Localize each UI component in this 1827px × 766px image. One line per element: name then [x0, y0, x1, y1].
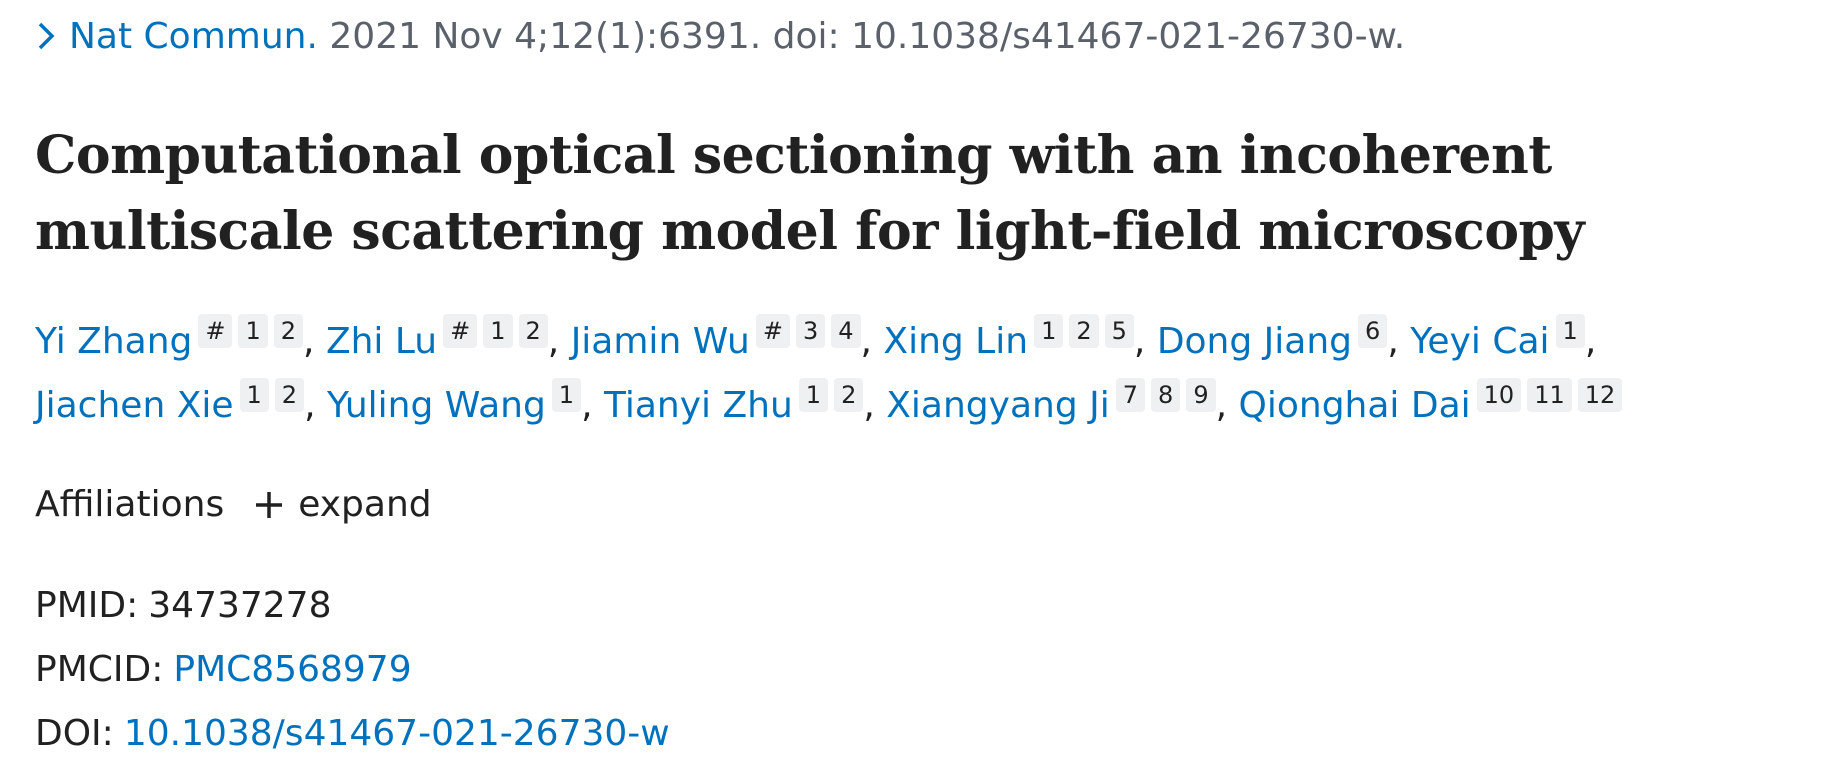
- affiliation-mark[interactable]: 1: [239, 378, 269, 412]
- affiliation-mark[interactable]: 1: [1034, 314, 1064, 348]
- separator: ,: [1584, 321, 1597, 362]
- affiliation-mark[interactable]: 2: [1069, 314, 1099, 348]
- author: Tianyi Zhu 1 2,: [603, 378, 875, 426]
- identifier-value[interactable]: PMC8568979: [173, 649, 412, 690]
- identifier-row: PMID: 34737278: [35, 574, 670, 638]
- author: Zhi Lu #1 2,: [325, 314, 560, 362]
- author: Jiamin Wu #3 4,: [570, 314, 872, 362]
- author-link[interactable]: Yuling Wang: [326, 385, 546, 426]
- expand-toggle[interactable]: expand: [252, 484, 432, 525]
- separator: ,: [581, 385, 593, 426]
- author-link[interactable]: Yi Zhang: [35, 321, 193, 362]
- author-link[interactable]: Zhi Lu: [325, 321, 438, 362]
- author: Dong Jiang 6,: [1156, 314, 1399, 362]
- separator: ,: [547, 321, 560, 362]
- citation-details: 2021 Nov 4;12(1):6391. doi: 10.1038/s414…: [329, 16, 1406, 57]
- affiliation-mark[interactable]: 1: [798, 378, 829, 412]
- affiliation-mark[interactable]: 8: [1151, 378, 1181, 412]
- author-link[interactable]: Dong Jiang: [1156, 321, 1353, 362]
- author-list: Yi Zhang #1 2, Zhi Lu #1 2, Jiamin Wu #3 4, Xi…: [35, 310, 1815, 438]
- affiliation-mark[interactable]: 9: [1186, 378, 1216, 412]
- chevron-icon[interactable]: [35, 21, 57, 51]
- affiliation-mark[interactable]: 1: [1555, 314, 1585, 348]
- affiliation-mark[interactable]: 5: [1104, 314, 1134, 348]
- separator: ,: [304, 385, 316, 426]
- citation: Nat Commun. 2021 Nov 4;12(1):6391. doi: …: [35, 16, 1405, 57]
- author: Yi Zhang #1 2,: [35, 314, 315, 362]
- separator: ,: [1387, 321, 1399, 362]
- author-link[interactable]: Xing Lin: [883, 321, 1029, 362]
- affiliation-mark[interactable]: 2: [834, 378, 864, 412]
- author: Jiachen Xie 1 2,: [35, 378, 316, 426]
- affiliations-label: Affiliations: [35, 484, 225, 525]
- affiliation-mark[interactable]: #: [755, 314, 790, 348]
- author: Qionghai Dai 10 11 12: [1238, 378, 1623, 426]
- plus-icon: [256, 491, 283, 518]
- separator: ,: [863, 385, 875, 426]
- affiliation-mark[interactable]: 6: [1358, 314, 1388, 348]
- journal-link[interactable]: Nat Commun.: [69, 16, 318, 57]
- separator: ,: [1215, 385, 1228, 426]
- identifier-label: DOI:: [35, 713, 114, 754]
- affiliation-mark[interactable]: 2: [274, 378, 305, 412]
- affiliation-mark[interactable]: 12: [1577, 378, 1623, 412]
- identifier-label: PMCID:: [35, 649, 164, 690]
- author-link[interactable]: Qionghai Dai: [1238, 385, 1471, 426]
- identifier-row: PMCID: PMC8568979: [35, 638, 670, 702]
- affiliation-mark[interactable]: 2: [518, 314, 548, 348]
- author: Yeyi Cai 1,: [1410, 314, 1597, 362]
- identifiers: PMID: 34737278 PMCID: PMC8568979 DOI: 10.1038…: [35, 574, 670, 766]
- author-link[interactable]: Xiangyang Ji: [886, 385, 1110, 426]
- affiliation-mark[interactable]: 3: [795, 314, 826, 348]
- author-link[interactable]: Jiamin Wu: [570, 321, 750, 362]
- affiliation-mark[interactable]: #: [198, 314, 233, 348]
- affiliation-mark[interactable]: #: [443, 314, 478, 348]
- affiliation-mark[interactable]: 2: [273, 314, 304, 348]
- affiliation-mark[interactable]: 1: [551, 378, 582, 412]
- author: Xiangyang Ji 7 8 9,: [886, 378, 1228, 426]
- author-link[interactable]: Yeyi Cai: [1410, 321, 1550, 362]
- identifier-value: 34737278: [148, 585, 332, 626]
- separator: ,: [1133, 321, 1146, 362]
- expand-label: expand: [298, 484, 432, 525]
- identifier-value[interactable]: 10.1038/s41467-021-26730-w: [123, 713, 670, 754]
- author-link[interactable]: Jiachen Xie: [35, 385, 234, 426]
- article-title: Computational optical sectioning with an…: [35, 125, 1585, 262]
- affiliations: Affiliations expand: [35, 484, 432, 525]
- author: Yuling Wang 1,: [326, 378, 593, 426]
- affiliation-mark[interactable]: 4: [831, 314, 861, 348]
- identifier-label: PMID:: [35, 585, 139, 626]
- separator: ,: [860, 321, 872, 362]
- affiliation-mark[interactable]: 7: [1115, 378, 1146, 412]
- affiliation-mark[interactable]: 11: [1527, 378, 1572, 412]
- affiliation-mark[interactable]: 10: [1476, 378, 1522, 412]
- identifier-row: DOI: 10.1038/s41467-021-26730-w: [35, 702, 670, 766]
- separator: ,: [303, 321, 315, 362]
- author-link[interactable]: Tianyi Zhu: [603, 385, 793, 426]
- author: Xing Lin 1 2 5,: [883, 314, 1146, 362]
- affiliation-mark[interactable]: 1: [483, 314, 513, 348]
- affiliation-mark[interactable]: 1: [238, 314, 268, 348]
